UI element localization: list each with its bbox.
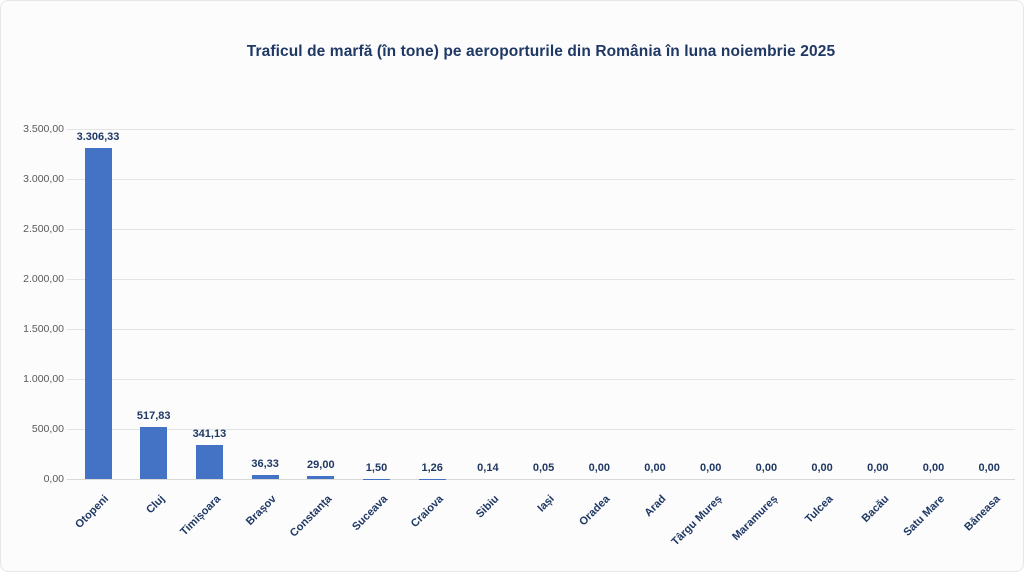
bar-value-label: 0,00 (699, 462, 722, 474)
y-tick-label: 1.500,00 (23, 323, 64, 335)
y-tick-label: 0,00 (43, 473, 64, 485)
y-tick-label: 1.000,00 (23, 373, 64, 385)
y-tick-label: 3.500,00 (23, 123, 64, 135)
x-tick-label: Oradea (577, 493, 613, 529)
bar-value-label: 0,14 (477, 461, 499, 474)
gridline (67, 378, 1015, 380)
bar (307, 476, 335, 479)
bar (251, 475, 279, 479)
bar-value-label: 0,00 (922, 462, 945, 474)
bar (84, 148, 112, 479)
y-tick-label: 3.000,00 (23, 173, 64, 185)
bar-value-label: 0,00 (811, 462, 833, 474)
x-tick-label: Brașov (243, 493, 279, 528)
y-tick-label: 2.500,00 (23, 223, 64, 235)
x-axis-line (67, 478, 1015, 480)
bar-value-label: 0,05 (532, 461, 555, 474)
y-tick-label: 500,00 (31, 423, 64, 435)
bar-value-label: 0,00 (867, 462, 889, 474)
x-tick-label: Cluj (144, 493, 168, 517)
bar-value-label: 36,33 (251, 458, 279, 471)
x-tick-label: Craiova (408, 493, 446, 531)
chart-title: Traficul de marfă (în tone) pe aeroportu… (246, 43, 836, 60)
x-tick-label: Maramureș (729, 493, 780, 543)
x-tick-label: Satu Mare (901, 493, 947, 539)
bar-value-label: 1,50 (365, 461, 388, 474)
bar-value-label: 0,00 (588, 462, 610, 474)
x-tick-label: Suceava (349, 493, 390, 534)
x-tick-label: Tulcea (803, 493, 836, 526)
bar-value-label: 517,83 (136, 410, 171, 423)
gridline (67, 228, 1015, 230)
x-tick-label: Otopeni (73, 493, 112, 531)
bar-value-label: 341,13 (192, 427, 227, 440)
gridline (67, 328, 1015, 330)
gridline (67, 428, 1015, 430)
gridline (67, 178, 1015, 180)
bar-value-label: 0,00 (755, 462, 778, 474)
x-tick-label: Târgu Mureș (669, 493, 725, 549)
x-tick-label: Arad (642, 493, 669, 520)
bar (195, 444, 223, 479)
bar-value-label: 1,26 (421, 461, 443, 474)
bar-value-label: 0,00 (644, 462, 666, 474)
y-tick-label: 2.000,00 (23, 273, 64, 285)
bar-value-label: 0,00 (978, 462, 1000, 474)
bar (140, 427, 168, 479)
bar-value-label: 3.306,33 (76, 131, 120, 144)
x-tick-label: Constanța (287, 493, 335, 540)
x-tick-label: Băneasa (962, 493, 1003, 534)
x-tick-label: Timișoara (177, 493, 223, 539)
x-tick-label: Iași (535, 493, 558, 515)
gridline (67, 128, 1015, 130)
x-tick-label: Bacău (859, 493, 892, 525)
bar-value-label: 29,00 (307, 459, 335, 472)
gridline (67, 278, 1015, 280)
x-tick-label: Sibiu (473, 493, 502, 521)
